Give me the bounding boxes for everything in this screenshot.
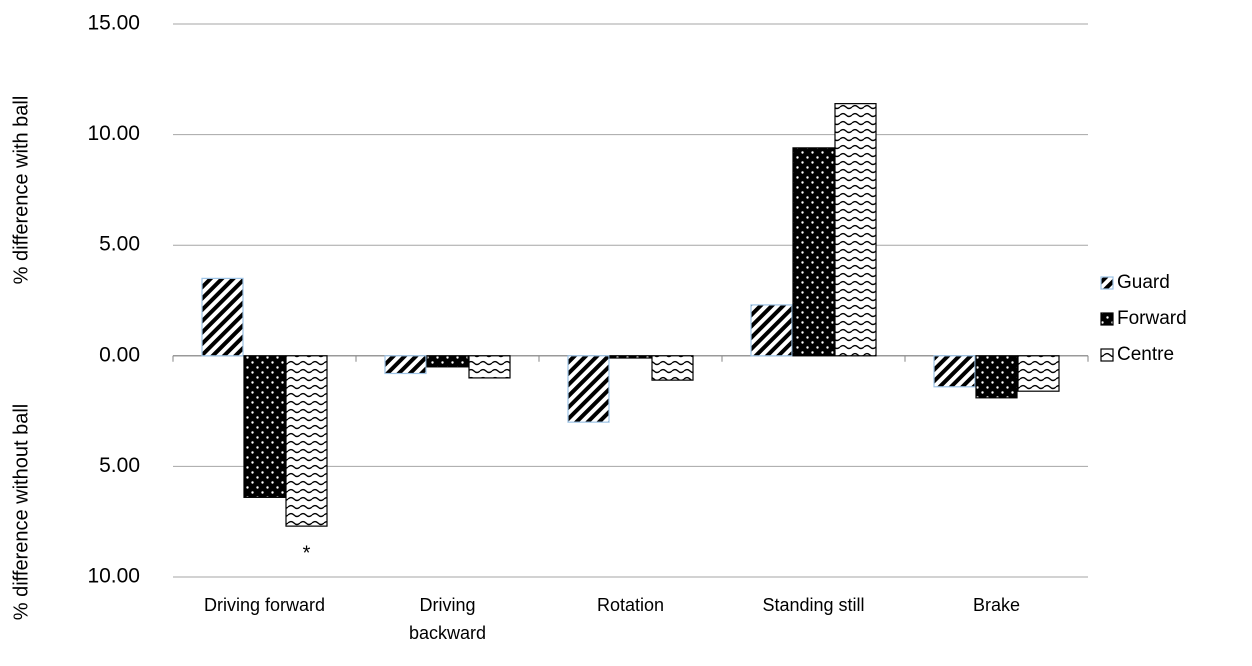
y-tick-label: 5.00	[99, 233, 140, 256]
bar	[243, 355, 286, 498]
legend-swatch	[1100, 348, 1114, 362]
x-tick-label: Driving backward	[409, 595, 486, 643]
x-tick-label: Standing still	[762, 595, 864, 615]
bar	[1017, 355, 1060, 392]
y-tick-label: 5.00	[99, 454, 140, 477]
bar	[651, 355, 694, 381]
bar	[792, 147, 835, 357]
annotation: *	[303, 542, 311, 564]
legend-swatch	[1100, 276, 1114, 290]
bar	[609, 355, 652, 359]
legend-label: Forward	[1117, 308, 1187, 329]
y-axis-label-lower: % difference without ball	[10, 404, 32, 620]
y-tick-label: 15.00	[87, 12, 140, 35]
bar	[975, 355, 1018, 399]
bar	[384, 355, 427, 375]
y-axis-label-upper: % difference with ball	[10, 96, 32, 285]
bar	[468, 355, 511, 379]
bar	[426, 355, 469, 368]
x-tick-label: Driving forward	[204, 595, 325, 615]
legend-label: Centre	[1117, 344, 1174, 365]
y-tick-label: 10.00	[87, 122, 140, 145]
y-tick-label: 10.00	[87, 565, 140, 588]
x-tick-label: Brake	[973, 595, 1020, 615]
bar	[567, 355, 610, 423]
bar	[933, 355, 976, 388]
bar	[834, 103, 877, 357]
x-tick-label: Rotation	[597, 595, 664, 615]
bar	[285, 355, 328, 527]
y-tick-label: 0.00	[99, 343, 140, 366]
legend-swatch	[1100, 312, 1114, 326]
bar	[201, 277, 244, 357]
legend-label: Guard	[1117, 272, 1170, 293]
bar	[750, 304, 793, 357]
